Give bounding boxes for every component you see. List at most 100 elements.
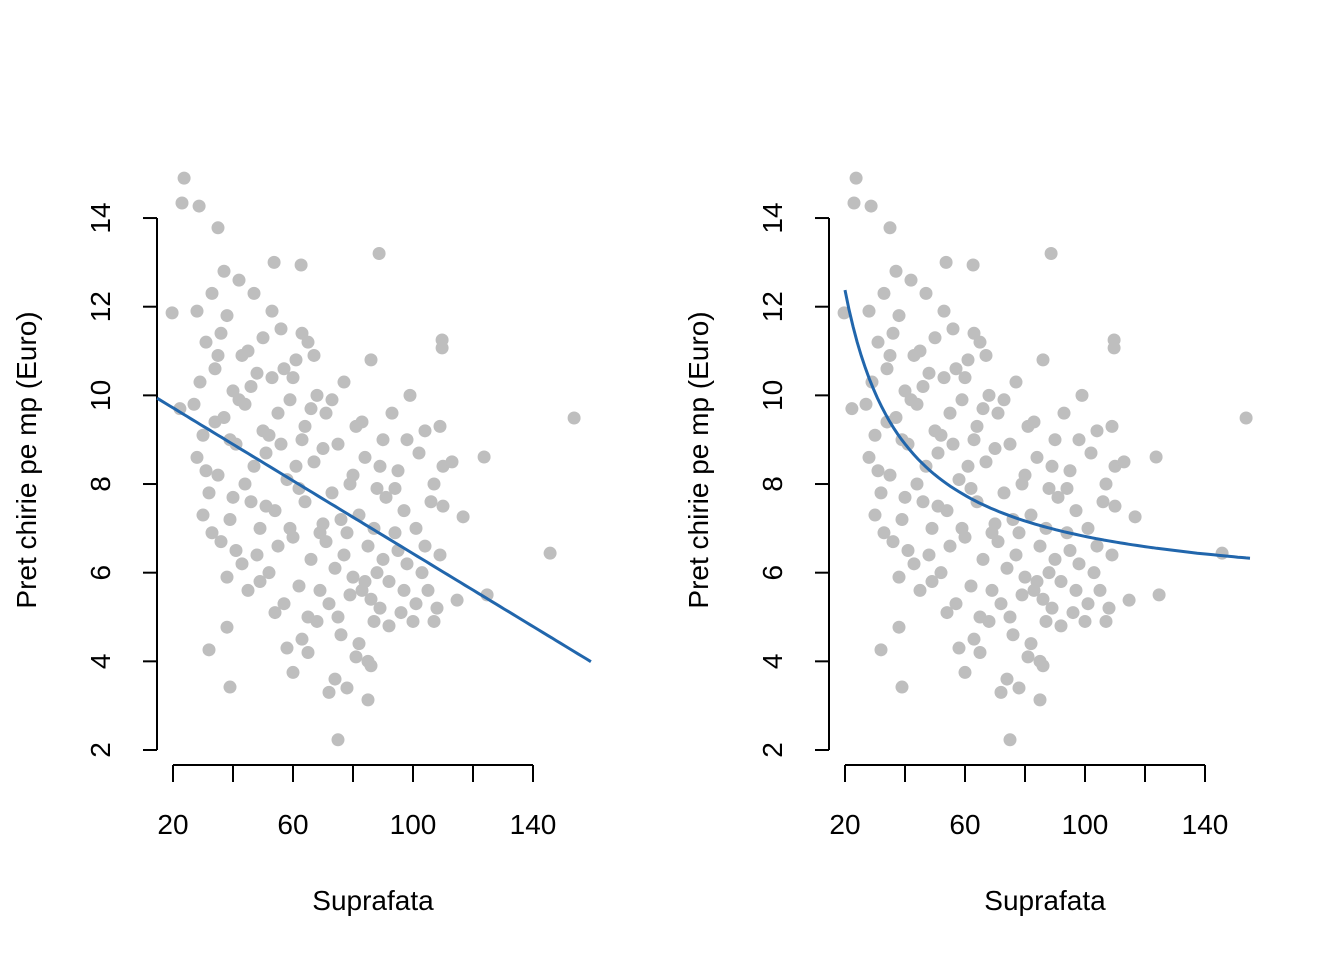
left-data-point [205,526,219,540]
right-data-point [976,552,990,566]
right-data-point [1015,588,1029,602]
right-data-point [1006,628,1020,642]
right-data-point [904,393,918,407]
left-data-point [202,486,216,500]
left-data-point [223,680,237,694]
left-data-point [319,535,333,549]
right-data-point [1105,419,1119,433]
left-data-point [361,539,375,553]
right-data-point [1128,510,1142,524]
right-data-point [859,397,873,411]
left-data-point [331,610,345,624]
left-data-point [247,286,261,300]
left-data-point [256,331,270,345]
left-data-point [307,455,321,469]
right-data-point [979,455,993,469]
right-data-point [958,665,972,679]
right-data-point [868,508,882,522]
right-data-point [1042,481,1056,495]
right-data-point [1012,526,1026,540]
left-data-point [385,406,399,420]
right-data-point [1036,659,1050,673]
left-data-point [283,521,297,535]
right-data-point [1012,681,1026,695]
left-data-point [325,393,339,407]
right-data-point [1072,433,1086,447]
left-data-point [274,437,288,451]
right-data-point [898,490,912,504]
right-data-point [901,544,915,558]
left-ylabel: Pret chirie pe mp (Euro) [11,311,42,608]
right-data-point [862,304,876,318]
right-y-tick-label: 14 [757,202,788,233]
left-data-point [373,601,387,615]
left-data-point [424,495,438,509]
right-data-point [904,273,918,287]
left-data-point [316,442,330,456]
right-data-point [943,539,957,553]
left-x-tick-label: 60 [277,809,308,840]
right-data-point [1000,561,1014,575]
right-data-point [967,433,981,447]
left-y-tick-label: 12 [85,291,116,322]
left-data-point [259,499,273,513]
right-data-point [982,388,996,402]
left-data-point [244,495,258,509]
left-data-point [277,362,291,376]
right-xlabel: Suprafata [984,885,1106,916]
right-x-tick-label: 100 [1062,809,1109,840]
left-data-point [295,632,309,646]
right-data-point [1063,544,1077,558]
left-data-point [289,353,303,367]
left-y-tick-label: 4 [85,654,116,670]
right-data-point [1018,570,1032,584]
left-data-point [477,450,491,464]
left-data-point [352,637,366,651]
left-data-point [208,415,222,429]
right-data-point [940,606,954,620]
right-data-point [895,512,909,526]
right-data-point [1081,597,1095,611]
right-data-point [1044,247,1058,261]
right-data-point [877,286,891,300]
right-data-point [961,353,975,367]
left-data-point [177,171,191,185]
left-data-point [367,614,381,628]
right-data-point [970,419,984,433]
right-data-point [907,348,921,362]
left-data-point [310,388,324,402]
right-x-tick-label: 20 [829,809,860,840]
left-data-point [406,614,420,628]
right-data-point [1024,637,1038,651]
right-data-point [916,379,930,393]
left-data-point [190,304,204,318]
right-data-point [1039,614,1053,628]
left-data-point [388,526,402,540]
left-data-point [211,348,225,362]
right-data-point [895,680,909,694]
left-data-point [400,557,414,571]
right-data-point [847,196,861,210]
right-data-point [1048,433,1062,447]
left-data-point [325,486,339,500]
right-data-point [874,643,888,657]
left-y-tick-label: 6 [85,565,116,581]
left-data-point [294,258,308,272]
right-data-point [922,548,936,562]
right-data-point [889,264,903,278]
left-fit-line [156,396,592,663]
left-data-point [376,433,390,447]
left-data-point [376,552,390,566]
left-data-point [223,512,237,526]
left-data-point [340,526,354,540]
right-data-point [871,335,885,349]
right-data-point [874,486,888,500]
right-data-point [949,597,963,611]
left-data-point [232,273,246,287]
left-data-point [415,566,429,580]
left-data-point [435,341,449,355]
left-data-point [364,353,378,367]
left-data-point [280,641,294,655]
left-data-point [265,371,279,385]
left-data-point [211,468,225,482]
